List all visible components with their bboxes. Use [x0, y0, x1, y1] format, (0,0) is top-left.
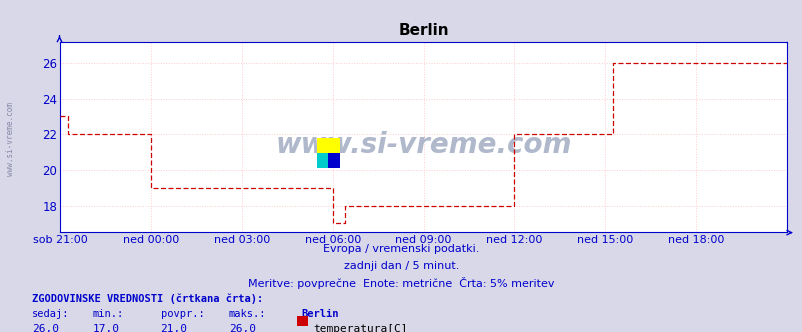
Text: www.si-vreme.com: www.si-vreme.com — [6, 103, 15, 176]
Text: ZGODOVINSKE VREDNOSTI (črtkana črta):: ZGODOVINSKE VREDNOSTI (črtkana črta): — [32, 294, 263, 304]
Text: 17,0: 17,0 — [92, 324, 119, 332]
Text: Berlin: Berlin — [301, 309, 338, 319]
Text: temperatura[C]: temperatura[C] — [313, 324, 407, 332]
Text: maks.:: maks.: — [229, 309, 266, 319]
Bar — [317, 153, 328, 168]
Title: Berlin: Berlin — [398, 23, 448, 38]
Bar — [328, 153, 339, 168]
Text: min.:: min.: — [92, 309, 124, 319]
Text: 21,0: 21,0 — [160, 324, 188, 332]
Text: 26,0: 26,0 — [32, 324, 59, 332]
Text: sedaj:: sedaj: — [32, 309, 70, 319]
Text: zadnji dan / 5 minut.: zadnji dan / 5 minut. — [343, 261, 459, 271]
Text: Evropa / vremenski podatki.: Evropa / vremenski podatki. — [323, 244, 479, 254]
Bar — [317, 138, 339, 153]
Text: 26,0: 26,0 — [229, 324, 256, 332]
Text: www.si-vreme.com: www.si-vreme.com — [275, 130, 571, 159]
Text: povpr.:: povpr.: — [160, 309, 204, 319]
Text: Meritve: povprečne  Enote: metrične  Črta: 5% meritev: Meritve: povprečne Enote: metrične Črta:… — [248, 277, 554, 289]
